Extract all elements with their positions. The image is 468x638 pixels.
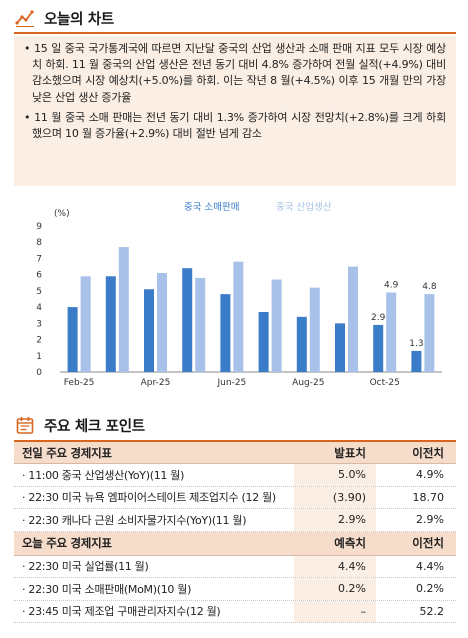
indicator-previous: 4.9% (416, 468, 444, 482)
bar-chart: 중국 소매판매 중국 산업생산 (%) 0 1 2 3 4 5 6 7 8 9 Feb-25 Apr-25 J… (14, 196, 456, 392)
checkpoint-section-header: 주요 체크 포인트 (14, 412, 456, 438)
bar-retail-sales (335, 323, 345, 372)
bar-industrial-production (309, 287, 320, 372)
header-forecast: 예측치 (334, 536, 366, 550)
bar-industrial-production (348, 266, 358, 372)
section-divider (14, 32, 456, 34)
y-tick-label: 1 (36, 352, 42, 362)
y-tick-label: 0 (36, 368, 42, 378)
header-previous: 이전치 (412, 445, 444, 460)
table-header-previous: 전일 주요 경제지표 발표치 이전치 (14, 440, 456, 464)
header-actual: 발표치 (334, 445, 366, 460)
table-row: · 11:00 중국 산업생산(YoY)(11 월) 5.0% 4.9% (14, 464, 456, 487)
bar-industrial-production (424, 294, 435, 372)
x-tick-label: Jun-25 (217, 378, 247, 388)
indicator-value: 0.2% (294, 578, 376, 600)
data-label: 2.9 (371, 313, 386, 323)
data-label: 1.3 (409, 339, 423, 349)
table-row: · 22:30 미국 소매판매(MoM)(10 월) 0.2% 0.2% (14, 578, 456, 601)
y-tick-label: 6 (36, 271, 42, 281)
indicator-name: · 23:45 미국 제조업 구매관리자지수(12 월) (22, 605, 221, 619)
header-previous: 이전치 (412, 536, 444, 550)
bar-retail-sales (144, 289, 154, 372)
indicator-value: 4.4% (294, 555, 376, 577)
x-tick-label: Apr-25 (141, 378, 171, 388)
indicator-previous: 18.70 (412, 490, 445, 504)
bar-industrial-production (271, 279, 282, 372)
bar-retail-sales (220, 294, 231, 372)
summary-bullet: • 15 일 중국 국가통계국에 따르면 지난달 중국의 산업 생산과 소매 판… (24, 42, 446, 104)
bar-industrial-production (195, 277, 206, 372)
indicator-previous: 2.9% (416, 513, 444, 527)
y-tick-label: 7 (36, 254, 42, 264)
table-row: · 22:30 미국 실업률(11 월) 4.4% 4.4% (14, 555, 456, 578)
header-label: 오늘 주요 경제지표 (22, 536, 112, 550)
y-axis-unit: (%) (54, 209, 70, 219)
line-chart-icon (14, 7, 36, 29)
indicator-previous: 0.2% (416, 582, 444, 596)
indicator-table: 전일 주요 경제지표 발표치 이전치 · 11:00 중국 산업생산(YoY)(… (14, 440, 456, 623)
y-tick-label: 4 (36, 303, 42, 313)
legend-entry: 중국 산업생산 (276, 201, 332, 213)
data-label: 4.9 (384, 281, 399, 291)
x-tick-label: Aug-25 (292, 378, 324, 388)
table-header-today: 오늘 주요 경제지표 예측치 이전치 (14, 531, 456, 556)
summary-box: • 15 일 중국 국가통계국에 따르면 지난달 중국의 산업 생산과 소매 판… (14, 36, 456, 186)
indicator-value: 5.0% (294, 464, 376, 486)
table-row: · 22:30 캐나다 근원 소비자물가지수(YoY)(11 월) 2.9% 2.9… (14, 509, 456, 532)
bar-industrial-production (80, 276, 91, 372)
indicator-previous: 52.2 (419, 604, 445, 618)
indicator-name: · 22:30 미국 소매판매(MoM)(10 월) (22, 582, 192, 596)
indicator-name: · 22:30 미국 실업률(11 월) (22, 560, 149, 574)
bar-retail-sales (373, 324, 384, 372)
x-tick-label: Oct-25 (370, 378, 400, 388)
checkpoint-section-title: 주요 체크 포인트 (44, 418, 145, 435)
y-tick-label: 8 (36, 238, 42, 248)
chart-canvas: 중국 소매판매 중국 산업생산 (%) 0 1 2 3 4 5 6 7 8 9 Feb-25 Apr-25 J… (36, 201, 442, 388)
indicator-previous: 4.4% (416, 559, 444, 573)
bar-retail-sales (258, 311, 269, 372)
indicator-value: – (294, 600, 376, 622)
legend-entry: 중국 소매판매 (184, 202, 239, 213)
y-tick-label: 5 (36, 287, 42, 297)
indicator-name: · 22:30 미국 뉴욕 엠파이어스테이트 제조업지수 (12 월) (22, 491, 276, 505)
chart-section-header: 오늘의 차트 (14, 5, 456, 31)
header-label: 전일 주요 경제지표 (22, 445, 112, 460)
calendar-icon (14, 414, 36, 436)
table-row: · 22:30 미국 뉴욕 엠파이어스테이트 제조업지수 (12 월) (3.90… (14, 486, 456, 509)
data-label: 4.8 (422, 282, 437, 292)
bar-retail-sales (182, 268, 193, 372)
y-tick-label: 2 (36, 336, 42, 346)
table-row: · 23:45 미국 제조업 구매관리자지수(12 월) – 52.2 (14, 600, 456, 623)
summary-bullet: • 11 월 중국 소매 판매는 전년 동기 대비 1.3% 증가하여 시장 전… (24, 110, 446, 141)
bar-industrial-production (118, 247, 129, 372)
x-tick-label: Feb-25 (64, 378, 95, 388)
indicator-value: 2.9% (294, 509, 376, 531)
bar-industrial-production (233, 261, 244, 372)
indicator-name: · 11:00 중국 산업생산(YoY)(11 월) (22, 468, 185, 482)
bar-industrial-production (386, 292, 397, 372)
bar-retail-sales (411, 350, 422, 372)
bar-retail-sales (296, 316, 307, 372)
indicator-name: · 22:30 캐나다 근원 소비자물가지수(YoY)(11 월) (22, 513, 247, 527)
bar-industrial-production (157, 273, 167, 372)
y-tick-label: 3 (36, 319, 42, 329)
bar-retail-sales (67, 307, 78, 372)
indicator-value: (3.90) (294, 486, 376, 508)
bar-retail-sales (105, 276, 116, 372)
y-tick-label: 9 (36, 222, 42, 232)
chart-section-title: 오늘의 차트 (44, 11, 114, 28)
